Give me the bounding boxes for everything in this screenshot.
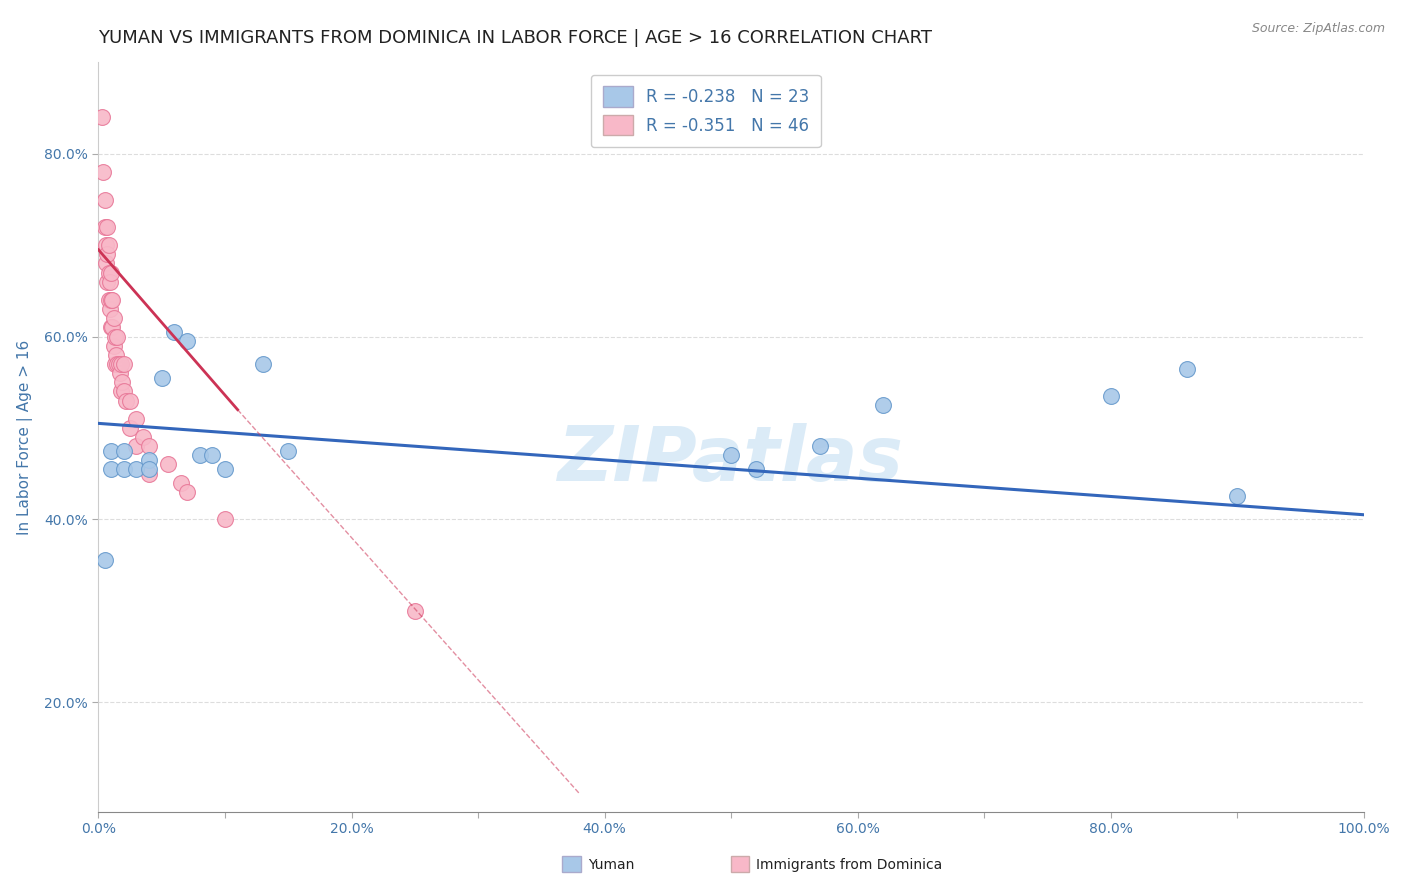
Point: [138, 453, 160, 467]
Point: [100, 293, 122, 307]
Point: [91, 110, 114, 124]
Point: [214, 462, 236, 476]
Point: [150, 370, 173, 384]
Point: [112, 357, 135, 371]
Point: [110, 384, 132, 399]
Legend: R = -0.238   N = 23, R = -0.351   N = 46: R = -0.238 N = 23, R = -0.351 N = 46: [591, 75, 821, 147]
Point: [176, 484, 198, 499]
Point: [107, 357, 129, 371]
Point: [404, 604, 426, 618]
Point: [120, 421, 141, 435]
Point: [97, 266, 120, 280]
Point: [108, 366, 131, 380]
Point: [98, 302, 121, 317]
Point: [96, 247, 118, 261]
Point: [104, 357, 127, 371]
Point: [100, 443, 122, 458]
Point: [125, 439, 148, 453]
Point: [125, 412, 148, 426]
Point: [96, 275, 118, 289]
Point: [132, 430, 155, 444]
Point: [277, 443, 299, 458]
Point: [188, 448, 211, 462]
Text: Yuman: Yuman: [588, 858, 634, 872]
Point: [252, 357, 274, 371]
Point: [157, 458, 180, 472]
Point: [138, 467, 160, 481]
Point: [101, 293, 124, 307]
Point: [163, 325, 186, 339]
Point: [93, 193, 117, 207]
Point: [1099, 389, 1122, 403]
Point: [169, 475, 191, 490]
Point: [103, 339, 125, 353]
Point: [94, 238, 117, 252]
Point: [138, 439, 160, 453]
Point: [745, 462, 768, 476]
Point: [101, 320, 124, 334]
Point: [107, 329, 129, 343]
Point: [138, 462, 160, 476]
Point: [93, 553, 117, 567]
Point: [1175, 361, 1198, 376]
Point: [112, 443, 135, 458]
Point: [720, 448, 742, 462]
Point: [808, 439, 831, 453]
Point: [214, 512, 236, 526]
Point: [115, 393, 138, 408]
Point: [100, 320, 122, 334]
Point: [94, 256, 117, 270]
Point: [120, 393, 141, 408]
Point: [125, 462, 148, 476]
Point: [176, 334, 198, 348]
Point: [1226, 490, 1249, 504]
Point: [97, 293, 120, 307]
Point: [201, 448, 224, 462]
Text: ZIPatlas: ZIPatlas: [558, 423, 904, 497]
Text: YUMAN VS IMMIGRANTS FROM DOMINICA IN LABOR FORCE | AGE > 16 CORRELATION CHART: YUMAN VS IMMIGRANTS FROM DOMINICA IN LAB…: [98, 29, 932, 47]
Point: [112, 384, 135, 399]
Text: Source: ZipAtlas.com: Source: ZipAtlas.com: [1251, 22, 1385, 36]
Point: [872, 398, 894, 412]
Point: [97, 238, 120, 252]
Point: [104, 329, 127, 343]
Point: [93, 219, 117, 234]
Point: [110, 357, 132, 371]
Text: Immigrants from Dominica: Immigrants from Dominica: [756, 858, 942, 872]
Point: [93, 165, 115, 179]
Point: [107, 357, 129, 371]
Point: [112, 462, 135, 476]
Point: [98, 275, 121, 289]
Point: [96, 219, 118, 234]
Point: [100, 266, 122, 280]
Point: [111, 376, 134, 390]
Point: [103, 311, 125, 326]
Point: [105, 348, 128, 362]
Point: [100, 462, 122, 476]
Y-axis label: In Labor Force | Age > 16: In Labor Force | Age > 16: [17, 340, 32, 534]
